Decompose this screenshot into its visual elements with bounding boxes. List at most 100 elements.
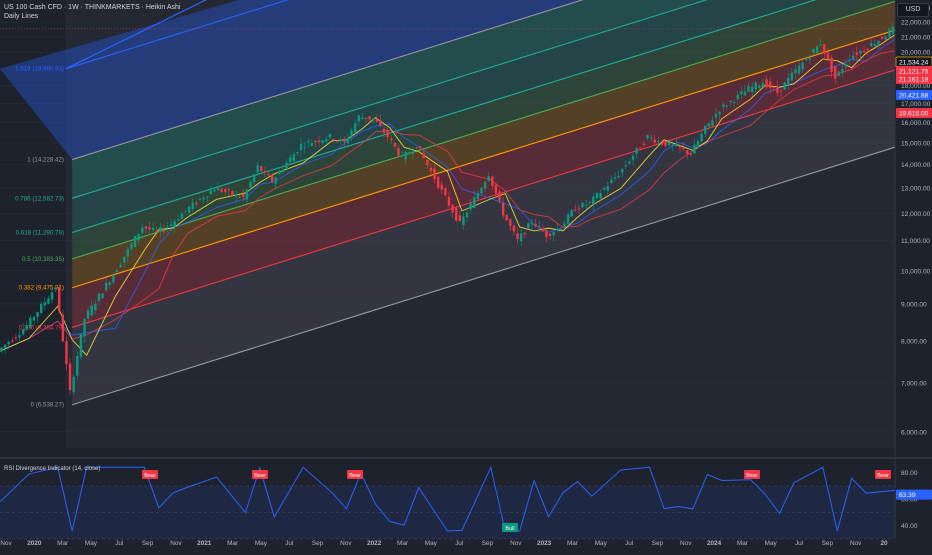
candle-body <box>794 69 797 74</box>
fib-band <box>72 30 895 328</box>
candle-body <box>209 190 213 194</box>
candle-body <box>202 198 205 200</box>
candle-body <box>653 139 656 143</box>
candle-body <box>14 337 18 339</box>
candle-body <box>224 189 227 192</box>
candle-body <box>819 44 822 46</box>
candle-body <box>159 227 162 232</box>
rsi-annotation-text: Bear <box>349 473 361 479</box>
price-tag <box>896 108 932 118</box>
candle-body <box>722 104 725 107</box>
candle-body <box>458 215 462 221</box>
candle-body <box>36 312 39 317</box>
x-axis-tick-label: 2021 <box>197 540 212 547</box>
candle-body <box>220 189 223 192</box>
candle-body <box>234 194 238 197</box>
candle-body <box>848 59 851 61</box>
x-axis-tick-label: Jul <box>285 540 293 547</box>
currency-badge[interactable]: USD <box>897 3 929 17</box>
candle-body <box>307 141 310 143</box>
rsi-bear-label <box>875 470 891 479</box>
rsi-y-axis-label: 80.00 <box>901 470 918 477</box>
candle-body <box>866 49 869 51</box>
candle-body <box>599 192 602 199</box>
candle-body <box>108 282 111 286</box>
candle-body <box>29 317 32 328</box>
x-axis-tick-label: 2022 <box>367 540 382 547</box>
candle-body <box>880 36 884 39</box>
candle-body <box>628 161 631 164</box>
candle-body <box>563 223 566 228</box>
candle-body <box>844 63 848 67</box>
candle-body <box>137 233 140 241</box>
candle-body <box>617 175 620 178</box>
candle-body <box>498 191 501 201</box>
x-axis-tick-label: Mar <box>227 540 239 547</box>
candle-body <box>32 317 36 321</box>
fib-level-label: 0.618 (11,290.78) <box>16 229 64 236</box>
candle-body <box>505 214 508 221</box>
fib-level-label: 0.382 (9,475.91) <box>19 285 64 292</box>
candle-body <box>386 129 389 138</box>
y-axis-tick-label: 6,000.00 <box>901 429 927 436</box>
candle-body <box>747 86 750 92</box>
candle-body <box>249 181 252 188</box>
candle-body <box>725 105 729 107</box>
candle-body <box>86 310 90 319</box>
x-axis-tick-label: Sep <box>142 540 154 547</box>
rsi-bear-label <box>252 470 268 479</box>
candle-body <box>501 202 505 216</box>
candle-body <box>451 205 454 213</box>
candle-body <box>325 139 328 142</box>
candle-body <box>328 133 332 138</box>
fib-level-label: 0.236 (8,354.79) <box>19 324 64 331</box>
candle-body <box>184 210 187 212</box>
candle-body <box>884 36 887 40</box>
candle-body <box>534 223 537 227</box>
moving-average-line <box>0 34 896 357</box>
fib-level-label: 0.786 (12,582.73) <box>15 195 64 202</box>
candle-body <box>624 165 628 167</box>
candle-body <box>213 189 216 192</box>
candle-body <box>227 189 231 191</box>
x-axis-tick-label: Sep <box>482 540 494 547</box>
rsi-y-axis-label: 60.00 <box>901 497 918 504</box>
candle-body <box>123 256 126 263</box>
candle-body <box>559 229 563 231</box>
x-axis-tick-label: Sep <box>822 540 834 547</box>
candle-body <box>11 340 14 342</box>
candle-body <box>581 202 584 208</box>
candle-body <box>509 219 512 227</box>
candle-body <box>379 120 382 126</box>
candle-body <box>566 214 570 224</box>
candle-body <box>512 225 516 232</box>
candle-body <box>602 187 606 190</box>
candle-body <box>267 174 270 176</box>
price-tag-label: 19,616.00 <box>899 111 929 118</box>
indicator-label: Daily Lines <box>4 13 39 20</box>
price-tag-label: 21,121.75 <box>899 69 929 76</box>
candle-body <box>667 142 671 146</box>
candle-body <box>801 62 804 70</box>
candle-body <box>646 135 649 139</box>
candle-body <box>3 344 7 349</box>
candle-body <box>870 43 873 47</box>
candle-body <box>332 139 335 141</box>
y-axis-tick-label: 11,000.00 <box>901 238 930 245</box>
rsi-bear-label <box>744 470 760 479</box>
candle-body <box>206 196 209 198</box>
candle-body <box>729 100 732 102</box>
candle-body <box>736 94 739 100</box>
rsi-bull-label <box>502 523 518 532</box>
candle-body <box>483 182 487 189</box>
candle-body <box>480 187 483 194</box>
candle-body <box>21 329 25 335</box>
candle-body <box>274 177 277 184</box>
candle-body <box>299 143 303 150</box>
candle-body <box>58 287 61 312</box>
candle-body <box>310 143 314 146</box>
candle-body <box>97 293 101 301</box>
candle-body <box>278 171 281 175</box>
